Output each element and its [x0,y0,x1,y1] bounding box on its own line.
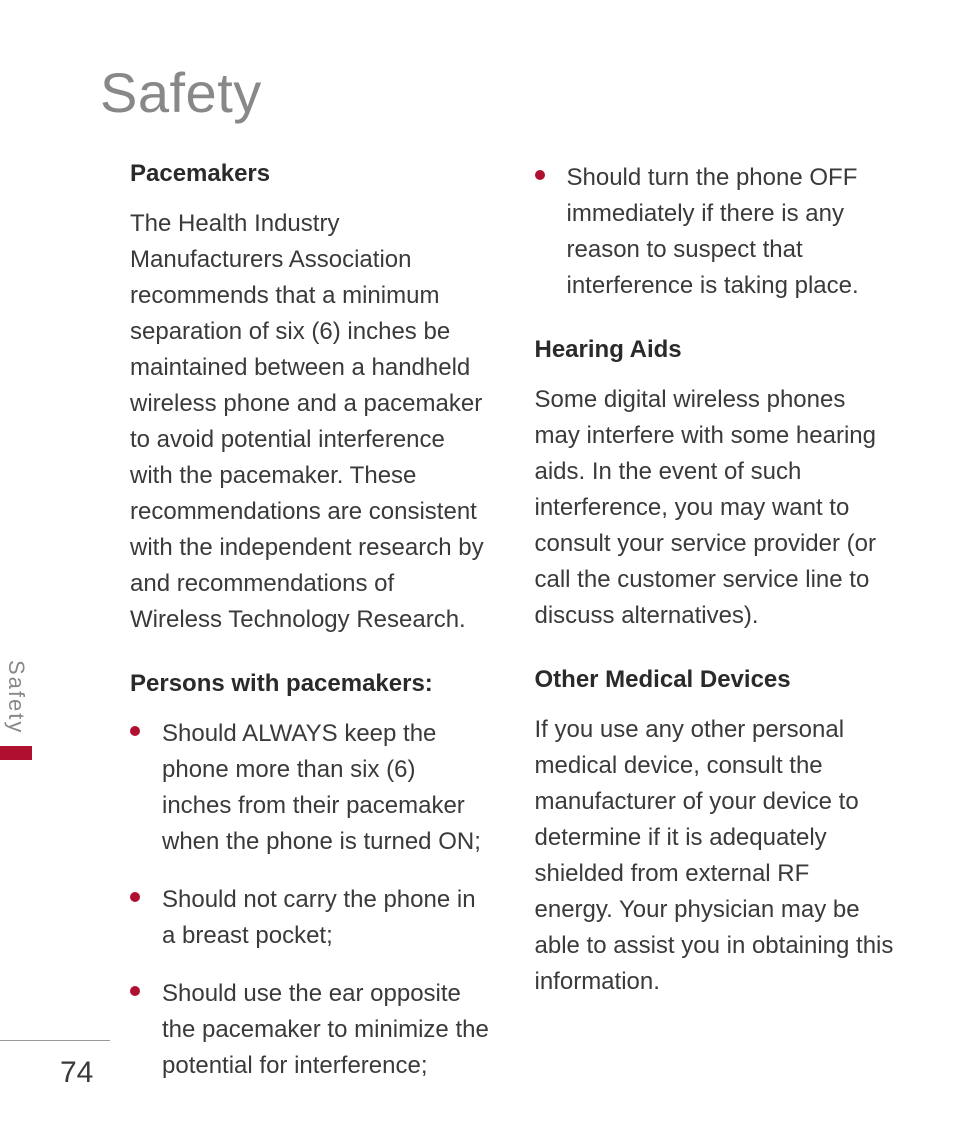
list-item-text: Should not carry the phone in a breast p… [162,886,476,949]
paragraph-other-devices: If you use any other personal medical de… [535,712,895,1000]
heading-pacemakers: Pacemakers [130,160,490,188]
footer-divider [0,1040,110,1041]
side-tab: Safety [0,660,32,760]
bullet-list-continued: Should turn the phone OFF immediately if… [535,160,895,326]
bullet-icon [535,170,545,180]
paragraph-pacemakers: The Health Industry Manufacturers Associ… [130,206,490,638]
list-item: Should use the ear opposite the pacemake… [130,976,490,1084]
list-item-text: Should ALWAYS keep the phone more than s… [162,720,481,855]
side-tab-indicator [0,746,32,760]
paragraph-hearing-aids: Some digital wireless phones may interfe… [535,382,895,634]
list-item: Should ALWAYS keep the phone more than s… [130,716,490,860]
content-area: Pacemakers The Health Industry Manufactu… [130,160,894,1065]
page-title: Safety [100,60,262,125]
bullet-icon [130,726,140,736]
side-tab-label: Safety [3,660,29,742]
list-item: Should not carry the phone in a breast p… [130,882,490,954]
left-column: Pacemakers The Health Industry Manufactu… [130,160,490,1065]
heading-hearing-aids: Hearing Aids [535,336,895,364]
bullet-icon [130,892,140,902]
list-item-text: Should use the ear opposite the pacemake… [162,980,489,1079]
right-column: Should turn the phone OFF immediately if… [535,160,895,1065]
heading-other-devices: Other Medical Devices [535,666,895,694]
heading-persons-pacemakers: Persons with pacemakers: [130,670,490,698]
bullet-list-pacemakers: Should ALWAYS keep the phone more than s… [130,716,490,1106]
list-item: Should turn the phone OFF immediately if… [535,160,895,304]
page-number: 74 [60,1056,93,1090]
list-item-text: Should turn the phone OFF immediately if… [567,164,859,299]
bullet-icon [130,986,140,996]
